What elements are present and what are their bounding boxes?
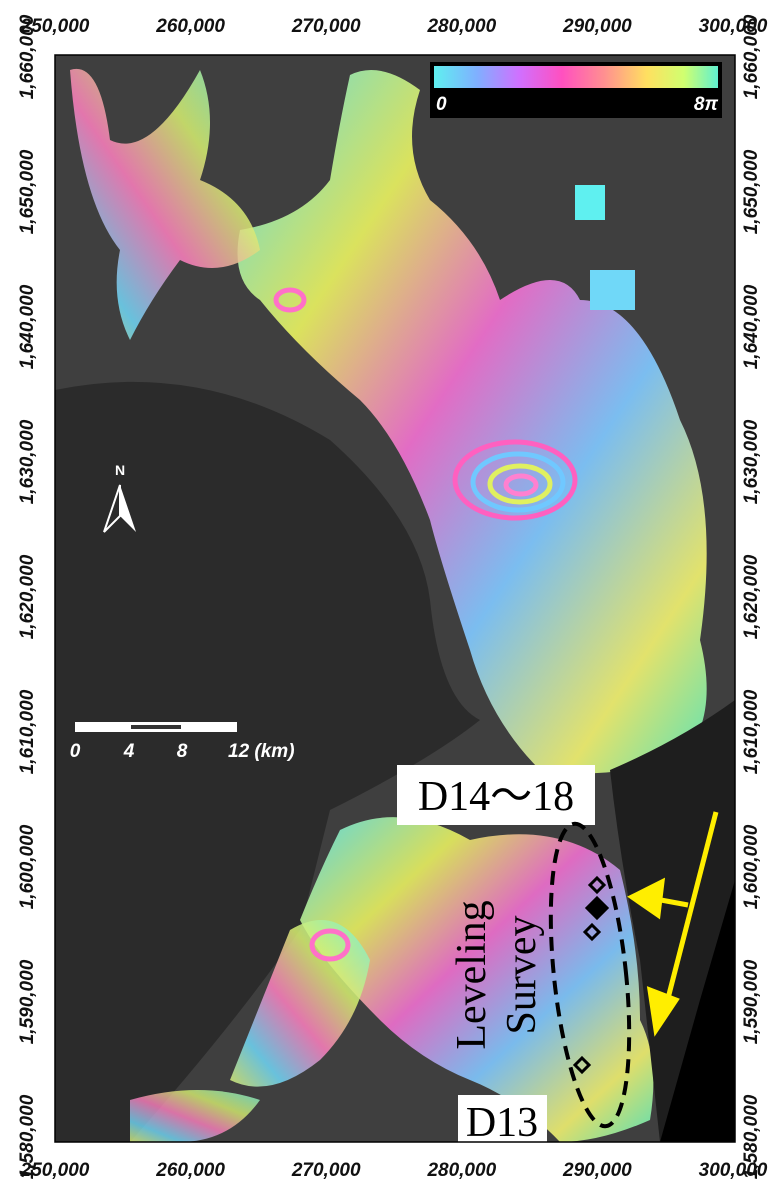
y-label-left: 1,590,000 <box>17 959 38 1044</box>
scale-bar-segment <box>131 725 181 729</box>
y-label-left: 1,610,000 <box>17 689 38 774</box>
y-label-right: 1,630,000 <box>741 419 762 504</box>
fringe-patch <box>575 185 605 220</box>
colorbar <box>434 66 718 88</box>
label-d14-18: D14〜18 <box>418 774 574 820</box>
x-label-bottom: 280,000 <box>426 1160 496 1181</box>
x-label-bottom: 260,000 <box>155 1160 225 1181</box>
label-d13: D13 <box>466 1100 538 1146</box>
y-label-left: 1,660,000 <box>17 14 38 99</box>
label-survey: Survey <box>499 916 545 1035</box>
y-label-right: 1,580,000 <box>741 1094 762 1179</box>
fringe-patch <box>590 270 635 310</box>
colorbar-max-label: 8π <box>694 94 719 115</box>
scale-label: 4 <box>123 741 135 762</box>
page: 0 8π N 0 4 8 12 (km) D14〜18 Leveling Survey… <box>0 0 771 1195</box>
x-label-top: 270,000 <box>291 16 361 37</box>
x-label-top: 280,000 <box>426 16 496 37</box>
y-label-left: 1,640,000 <box>17 284 38 369</box>
y-label-right: 1,660,000 <box>741 14 762 99</box>
x-label-bottom: 270,000 <box>291 1160 361 1181</box>
y-label-right: 1,620,000 <box>741 554 762 639</box>
scale-label: 0 <box>70 741 81 762</box>
colorbar-min-label: 0 <box>436 94 447 115</box>
x-label-top: 290,000 <box>562 16 632 37</box>
y-label-left: 1,650,000 <box>17 149 38 234</box>
y-label-left: 1,620,000 <box>17 554 38 639</box>
y-label-left: 1,580,000 <box>17 1094 38 1179</box>
y-label-right: 1,610,000 <box>741 689 762 774</box>
label-leveling: Leveling <box>449 900 495 1049</box>
scale-label: 12 (km) <box>228 741 295 762</box>
map-figure: 0 8π N 0 4 8 12 (km) D14〜18 Leveling Survey… <box>0 0 771 1195</box>
north-label: N <box>115 462 125 478</box>
y-label-right: 1,650,000 <box>741 149 762 234</box>
scale-label: 8 <box>177 741 188 762</box>
x-label-bottom: 290,000 <box>562 1160 632 1181</box>
y-label-left: 1,630,000 <box>17 419 38 504</box>
x-label-top: 260,000 <box>155 16 225 37</box>
y-label-right: 1,640,000 <box>741 284 762 369</box>
y-label-right: 1,590,000 <box>741 959 762 1044</box>
y-label-left: 1,600,000 <box>17 824 38 909</box>
y-label-right: 1,600,000 <box>741 824 762 909</box>
